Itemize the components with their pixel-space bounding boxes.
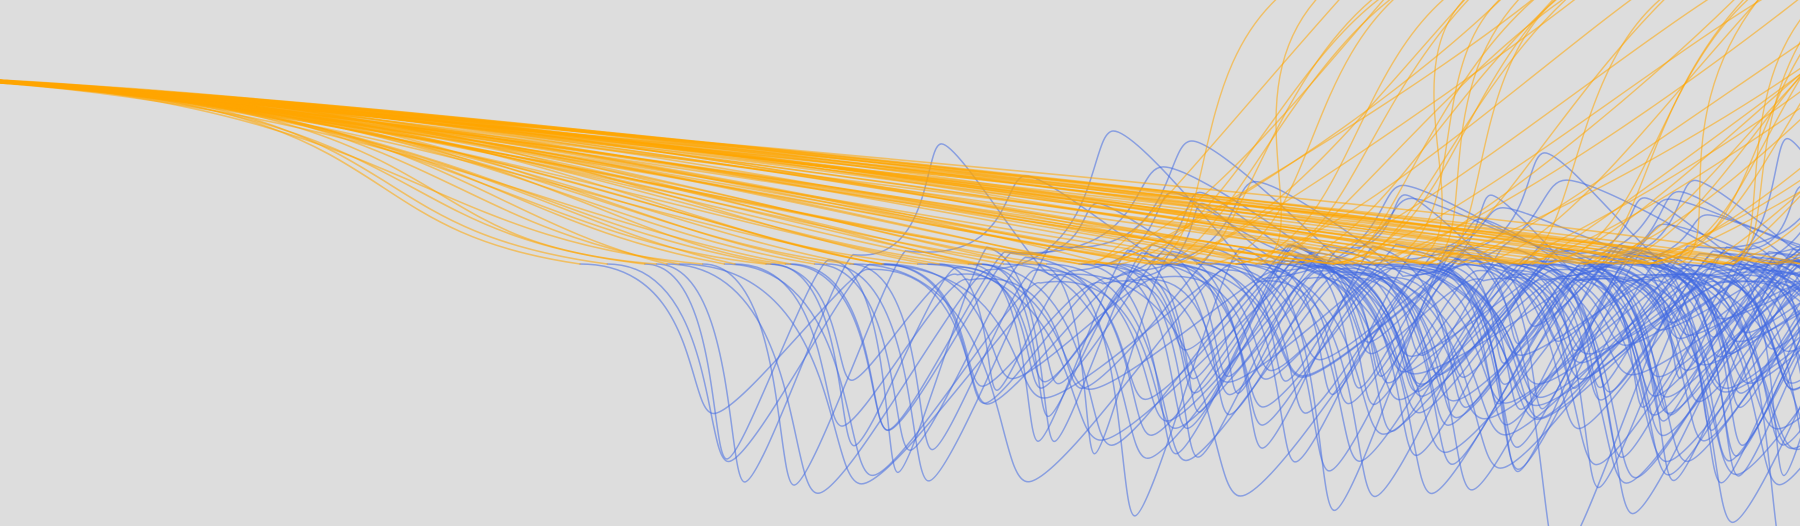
blue-curve: [1045, 263, 1800, 462]
blue-curve: [1585, 263, 1800, 442]
orange-curve: [0, 81, 1389, 265]
blue-curve: [1235, 252, 1800, 463]
blue-curve: [1235, 245, 1800, 479]
blue-curve: [1436, 263, 1800, 411]
blue-curve: [916, 263, 1800, 441]
blue-curve: [938, 191, 1800, 392]
blue-curve: [980, 261, 1800, 418]
blue-curve: [1426, 254, 1800, 484]
orange-rising-curve: [1732, 41, 1800, 265]
blue-curve: [1149, 263, 1800, 426]
blue-curve: [1532, 263, 1800, 389]
orange-rising-curve: [1272, 0, 1564, 265]
blue-curve: [1582, 247, 1800, 422]
blue-curve: [1343, 263, 1800, 376]
blue-curve: [1722, 263, 1800, 477]
blue-curve: [1647, 263, 1800, 457]
blue-curve: [1657, 263, 1800, 447]
blue-curve: [1286, 245, 1800, 462]
blue-curve: [655, 143, 1777, 526]
blue-curve: [765, 194, 1800, 409]
blue-curve: [1386, 262, 1800, 385]
blue-curve: [666, 130, 1800, 515]
orange-rising-curve: [1677, 0, 1759, 265]
orange-rising-curve: [1722, 195, 1800, 265]
orange-rising-curve: [1300, 0, 1709, 265]
orange-curve: [0, 80, 970, 265]
orange-rising-curve: [1508, 90, 1800, 265]
blue-curve: [723, 252, 1800, 477]
blue-curve: [1255, 263, 1800, 405]
orange-rising-curve: [1343, 0, 1535, 265]
orange-curve: [0, 81, 828, 265]
blue-curve: [1403, 263, 1800, 419]
orange-rising-curve: [1585, 0, 1745, 265]
orange-rising-curve: [1080, 0, 1385, 265]
blue-curve: [1154, 256, 1800, 378]
blue-curve: [826, 140, 1800, 524]
orange-rising-curve: [1260, 0, 1470, 265]
orange-rising-curve: [1436, 0, 1557, 265]
orange-curve-group: [0, 0, 1800, 265]
blue-curve: [1518, 263, 1800, 463]
orange-curve: [0, 82, 1522, 265]
blue-curve: [1458, 256, 1800, 466]
blue-curve: [1612, 263, 1800, 430]
blue-curve: [1596, 263, 1800, 403]
blue-curve: [1648, 263, 1800, 394]
orange-rising-curve: [1657, 53, 1800, 265]
orange-rising-curve: [1776, 256, 1800, 265]
orange-rising-curve: [1373, 0, 1501, 265]
orange-rising-curve: [1332, 0, 1763, 265]
blue-curve: [1078, 244, 1800, 455]
blue-curve: [1508, 137, 1800, 489]
blue-curve: [1176, 250, 1800, 394]
blue-curve: [1195, 249, 1800, 471]
orange-rising-curve: [1722, 222, 1800, 265]
blue-curve: [1036, 245, 1800, 455]
blue-curve: [1677, 263, 1800, 390]
orange-rising-curve: [1458, 42, 1800, 265]
blue-curve: [1704, 263, 1800, 435]
orange-curve: [0, 81, 792, 265]
orange-curve: [0, 81, 1800, 265]
blue-curve: [1300, 259, 1800, 495]
blue-curve: [1634, 263, 1800, 486]
orange-rising-curve: [1647, 190, 1800, 265]
blue-curve: [1623, 263, 1800, 451]
blue-curve: [678, 152, 1800, 497]
orange-rising-curve: [1732, 19, 1800, 265]
orange-rising-curve: [1093, 0, 1340, 265]
blue-curve: [1105, 263, 1800, 476]
blue-curve: [1080, 231, 1800, 399]
blue-curve: [1419, 254, 1800, 450]
orange-curve: [0, 79, 1800, 265]
orange-rising-curve: [1623, 179, 1800, 265]
orange-rising-curve: [1236, 0, 1445, 265]
orange-rising-curve: [1634, 167, 1800, 265]
blue-curve-group: [579, 130, 1800, 526]
blue-curve: [1260, 179, 1800, 405]
orange-curve: [0, 81, 1779, 265]
blue-curve: [579, 179, 1800, 415]
orange-rising-curve: [1149, 0, 1277, 265]
blue-curve: [1426, 214, 1800, 385]
